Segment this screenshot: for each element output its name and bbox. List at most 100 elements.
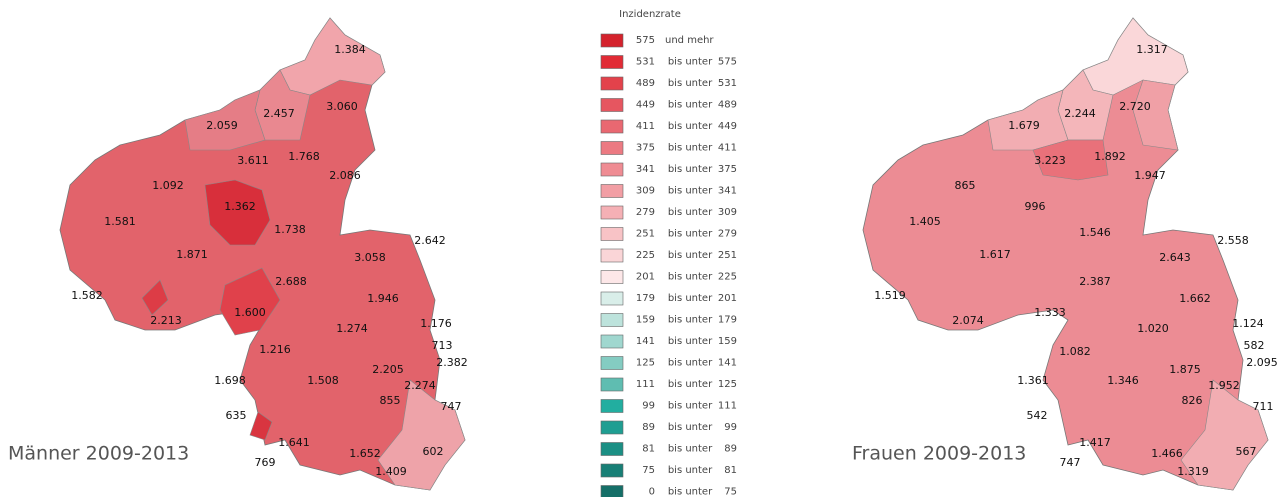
region-label: 1.679: [1008, 119, 1040, 132]
legend-low: 0: [649, 487, 655, 497]
region-label: 1.216: [259, 343, 291, 356]
legend-high: 125: [718, 379, 737, 390]
region-label: 1.333: [1034, 306, 1066, 319]
region-label: 1.892: [1094, 150, 1126, 163]
legend-text: bis unter: [668, 100, 713, 111]
region-label: 1.124: [1232, 317, 1264, 330]
legend-text: bis unter: [668, 207, 713, 218]
region-label: 747: [441, 400, 462, 413]
district: [184, 89, 266, 151]
region-label: 1.417: [1079, 436, 1111, 449]
region-label: 2.086: [329, 169, 361, 182]
region-label: 1.346: [1107, 374, 1139, 387]
region-label: 1.768: [288, 150, 320, 163]
region-label: 1.641: [278, 436, 310, 449]
region-label: 713: [432, 339, 453, 352]
legend-swatch: [600, 313, 624, 327]
legend-text: bis unter: [668, 293, 713, 304]
legend-text: bis unter: [668, 57, 713, 68]
region-label: 2.213: [150, 314, 182, 327]
legend-low: 309: [636, 186, 655, 197]
map-women: [862, 17, 1269, 491]
district: [1132, 79, 1179, 151]
region-label: 1.698: [214, 374, 246, 387]
legend-low: 125: [636, 358, 655, 369]
district: [1180, 379, 1269, 491]
district: [279, 17, 386, 96]
district: [249, 411, 273, 441]
district: [987, 89, 1069, 151]
region-label: 1.947: [1134, 169, 1166, 182]
legend-low: 81: [642, 444, 655, 455]
region-label: 1.662: [1179, 292, 1211, 305]
legend-high: 99: [724, 422, 737, 433]
region-label: 1.361: [1017, 374, 1049, 387]
region-label: 2.457: [263, 107, 295, 120]
legend-low: 279: [636, 207, 655, 218]
legend-swatch: [600, 270, 624, 284]
legend-text: bis unter: [668, 487, 713, 497]
region-label: 1.082: [1059, 345, 1091, 358]
legend-swatch: [600, 248, 624, 263]
region-label: 1.652: [349, 447, 381, 460]
region-label: 2.387: [1079, 275, 1111, 288]
region-label: 1.875: [1169, 363, 1201, 376]
legend-swatch: [600, 205, 624, 220]
region-label: 2.095: [1246, 356, 1278, 369]
legend-text: bis unter: [668, 272, 713, 283]
legend-swatch: [600, 33, 624, 48]
district: [141, 279, 169, 316]
district: [219, 267, 281, 336]
legend-text: bis unter: [668, 401, 713, 412]
region-label: 1.871: [176, 248, 208, 261]
region-label: 3.058: [354, 251, 386, 264]
legend-high: 201: [718, 293, 737, 304]
region-label: 1.581: [104, 215, 136, 228]
legend-high: 111: [718, 401, 737, 412]
legend-title: Inzidenzrate: [619, 9, 681, 20]
state-shape: [59, 17, 466, 491]
region-label: 1.092: [152, 179, 184, 192]
legend-swatch: [600, 141, 624, 155]
region-label: 2.688: [275, 275, 307, 288]
legend-high: 251: [718, 250, 737, 261]
legend-text: bis unter: [668, 379, 713, 390]
region-label: 542: [1027, 409, 1048, 422]
legend-low: 449: [636, 100, 655, 111]
region-label: 1.405: [909, 215, 941, 228]
legend-high: 375: [718, 164, 737, 175]
region-label: 1.466: [1151, 447, 1183, 460]
region-label: 769: [255, 456, 276, 469]
legend-text: bis unter: [668, 315, 713, 326]
legend-high: 75: [724, 487, 737, 497]
region-label: 2.382: [436, 356, 468, 369]
region-label: 2.720: [1119, 100, 1151, 113]
legend-high: 341: [718, 186, 737, 197]
region-label: 1.952: [1208, 379, 1240, 392]
legend-low: 89: [642, 422, 655, 433]
legend-swatch: [600, 442, 624, 456]
region-label: 1.617: [979, 248, 1011, 261]
legend-text: bis unter: [668, 164, 713, 175]
legend-high: 179: [718, 315, 737, 326]
region-label: 865: [955, 179, 976, 192]
region-label: 635: [226, 409, 247, 422]
region-label: 2.274: [404, 379, 436, 392]
legend-high: 449: [718, 121, 737, 132]
region-label: 567: [1236, 445, 1257, 458]
legend-low: 575: [636, 35, 655, 46]
region-label: 582: [1244, 339, 1265, 352]
legend-swatch: [600, 98, 624, 112]
legend-high: 279: [718, 229, 737, 240]
region-labels: 1.384 2.457 3.060 2.059 3.611 1.768 2.086 1.092…: [71, 43, 1278, 478]
legend-text: bis unter: [668, 121, 713, 132]
region-label: 602: [423, 445, 444, 458]
legend-low: 251: [636, 229, 655, 240]
region-label: 2.244: [1064, 107, 1096, 120]
legend-swatch: [600, 356, 624, 370]
legend-low: 531: [636, 57, 655, 68]
legend-low: 201: [636, 272, 655, 283]
legend-swatch: [600, 162, 624, 177]
legend-high: 89: [724, 444, 737, 455]
region-label: 3.060: [326, 100, 358, 113]
